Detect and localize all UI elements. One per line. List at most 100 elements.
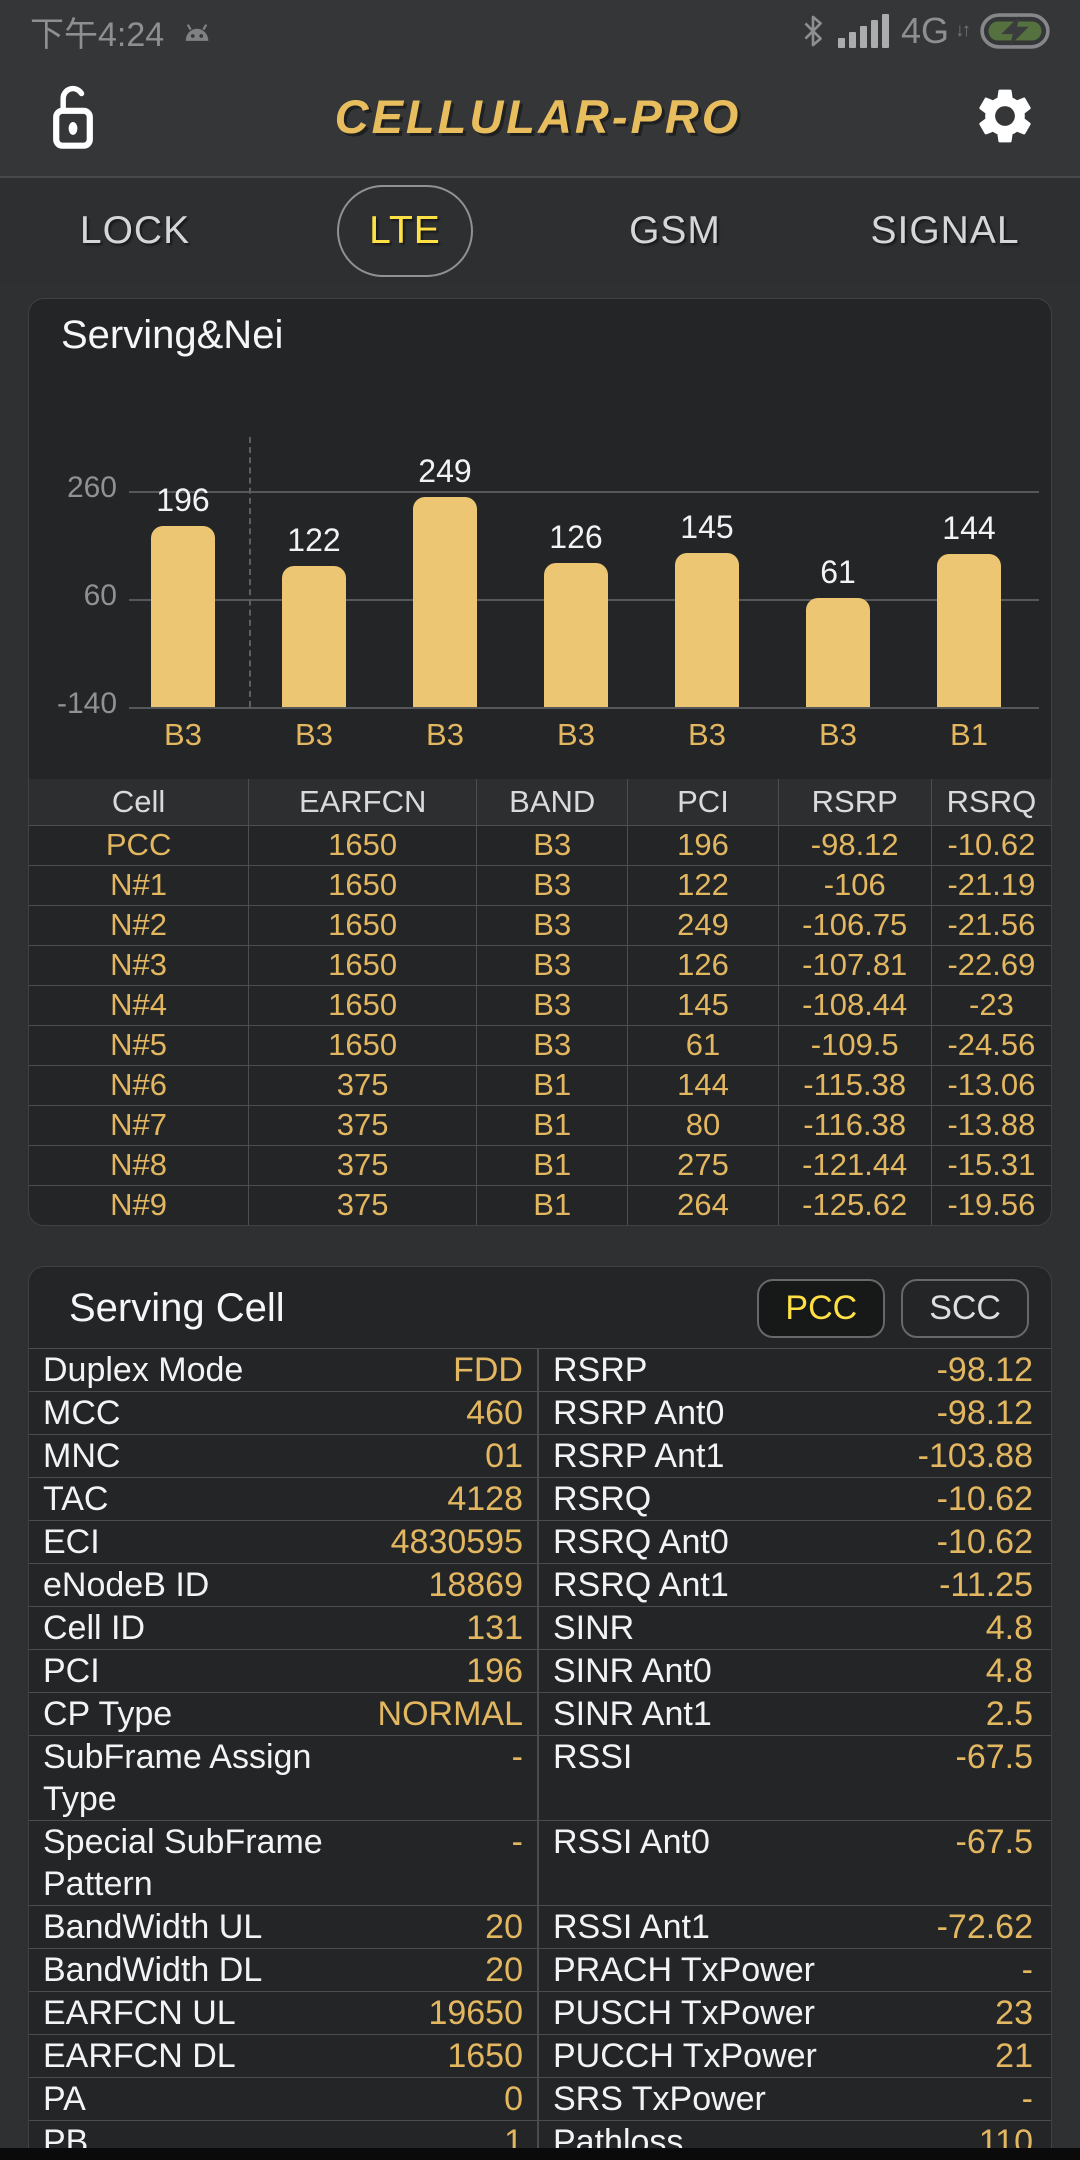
app-logo: Cellular-Pro xyxy=(334,89,742,143)
chart-title: Serving&Nei xyxy=(61,313,284,357)
nei-cell: N#2 xyxy=(29,904,250,946)
serving-param-label: EARFCN DL xyxy=(43,2037,236,2075)
nei-cell: -121.44 xyxy=(777,1144,932,1186)
serving-param-label: SRS TxPower xyxy=(553,2080,766,2118)
serving-param-label: MCC xyxy=(43,1394,121,1432)
serving-param-value: -11.25 xyxy=(939,1566,1033,1604)
nei-cell: -108.44 xyxy=(777,984,932,1026)
serving-row: eNodeB ID 18869 RSRQ Ant1 -11.25 xyxy=(29,1564,1051,1607)
nei-cell: 1650 xyxy=(248,824,478,866)
nei-cell: N#7 xyxy=(29,1104,250,1146)
nei-cell: 375 xyxy=(248,1104,478,1146)
nei-cell: 375 xyxy=(248,1144,478,1186)
nei-cell: B3 xyxy=(476,944,629,986)
serving-param-label: RSRQ Ant0 xyxy=(553,1523,729,1561)
serving-row: TAC 4128 RSRQ -10.62 xyxy=(29,1478,1051,1521)
nei-cell: -13.06 xyxy=(930,1064,1051,1106)
nei-cell: 126 xyxy=(627,944,779,986)
nei-cell: 1650 xyxy=(248,984,478,1026)
serving-row-left: SubFrame Assign Type - xyxy=(29,1736,537,1820)
y-axis-tick-label: -140 xyxy=(56,687,117,720)
nei-cell: 1650 xyxy=(248,944,478,986)
serving-param-label: Cell ID xyxy=(43,1609,146,1647)
unlock-icon[interactable] xyxy=(42,76,104,156)
nei-column-header: BAND xyxy=(476,779,629,826)
serving-row-right: RSRQ Ant0 -10.62 xyxy=(537,1521,1051,1563)
serving-param-value: 18869 xyxy=(428,1566,523,1604)
bar-band-label: B3 xyxy=(819,717,857,752)
serving-param-value: -98.12 xyxy=(936,1351,1033,1389)
serving-param-value: -67.5 xyxy=(955,1738,1034,1776)
nei-cell: 1650 xyxy=(248,1024,478,1066)
serving-param-label: BandWidth DL xyxy=(43,1951,263,1989)
serving-param-label: RSRQ xyxy=(553,1480,652,1518)
nei-row: N#9 375 B1 264 -125.62 -19.56 xyxy=(29,1184,1051,1225)
nei-column-header: RSRQ xyxy=(930,779,1051,826)
signal-strength-icon xyxy=(837,14,889,48)
pcc-button[interactable]: PCC xyxy=(757,1279,886,1338)
serving-row-right: RSRP Ant1 -103.88 xyxy=(537,1435,1051,1477)
nei-cell: N#5 xyxy=(29,1024,250,1066)
serving-param-value: -72.62 xyxy=(936,1908,1033,1946)
serving-param-value: 2.5 xyxy=(985,1695,1033,1733)
serving-row-right: RSSI Ant0 -67.5 xyxy=(537,1821,1051,1905)
pci-bar xyxy=(675,553,739,707)
serving-param-value: 4.8 xyxy=(985,1652,1033,1690)
serving-row-left: ECI 4830595 xyxy=(29,1521,537,1563)
nei-cell: 145 xyxy=(627,984,779,1026)
serving-row-left: Duplex Mode FDD xyxy=(29,1349,537,1391)
nei-header-row: Cell EARFCN BAND PCI RSRP RSRQ xyxy=(29,779,1051,826)
bar-value-label: 122 xyxy=(287,521,341,558)
serving-row-right: PRACH TxPower - xyxy=(537,1949,1051,1991)
serving-param-label: SINR Ant1 xyxy=(553,1695,712,1733)
serving-cell-card: Serving Cell PCC SCC Duplex Mode FDD RSRP -9… xyxy=(28,1266,1052,2160)
serving-row: EARFCN DL 1650 PUCCH TxPower 21 xyxy=(29,2035,1051,2078)
tab-signal[interactable]: SIGNAL xyxy=(870,209,1020,252)
y-axis-tick-label: 260 xyxy=(66,471,117,504)
scc-button[interactable]: SCC xyxy=(901,1279,1029,1338)
serving-row: PA 0 SRS TxPower - xyxy=(29,2078,1051,2121)
serving-param-label: PA xyxy=(43,2080,86,2118)
serving-param-label: Duplex Mode xyxy=(43,1351,244,1389)
nei-cell: 61 xyxy=(627,1024,779,1066)
tab-gsm[interactable]: GSM xyxy=(629,209,721,252)
tab-lock[interactable]: LOCK xyxy=(79,209,191,252)
nei-cell: 1650 xyxy=(248,864,478,906)
nei-cell: 375 xyxy=(248,1064,478,1106)
nei-cell: 1650 xyxy=(248,904,478,946)
nei-cell: B1 xyxy=(476,1104,629,1146)
serving-row-right: SINR 4.8 xyxy=(537,1607,1051,1649)
serving-param-value: - xyxy=(511,1823,523,1861)
serving-row-left: Cell ID 131 xyxy=(29,1607,537,1649)
serving-param-value: 4128 xyxy=(447,1480,523,1518)
serving-param-value: 01 xyxy=(485,1437,523,1475)
tab-lte[interactable]: LTE xyxy=(337,185,473,277)
serving-param-value: -103.88 xyxy=(917,1437,1033,1475)
nei-cell: B1 xyxy=(476,1064,629,1106)
serving-param-value: NORMAL xyxy=(377,1695,523,1733)
nei-cell: N#1 xyxy=(29,864,250,906)
nei-column-header: EARFCN xyxy=(248,779,478,826)
serving-row: ECI 4830595 RSRQ Ant0 -10.62 xyxy=(29,1521,1051,1564)
nei-cell: -15.31 xyxy=(930,1144,1051,1186)
serving-param-value: 196 xyxy=(466,1652,523,1690)
serving-row-left: Special SubFrame Pattern - xyxy=(29,1821,537,1905)
nei-cell: B1 xyxy=(476,1144,629,1186)
gear-icon[interactable] xyxy=(972,83,1038,149)
serving-param-label: ECI xyxy=(43,1523,100,1561)
bar-value-label: 145 xyxy=(680,509,734,546)
serving-row: EARFCN UL 19650 PUSCH TxPower 23 xyxy=(29,1992,1051,2035)
pci-bar xyxy=(937,553,1001,707)
serving-row: SubFrame Assign Type - RSSI -67.5 xyxy=(29,1736,1051,1821)
data-activity-arrows: ↓↑ xyxy=(955,20,971,41)
pci-bar xyxy=(151,525,215,707)
nei-cell: N#9 xyxy=(29,1184,250,1225)
bar-band-label: B3 xyxy=(164,717,202,752)
nei-cell: -23 xyxy=(930,984,1051,1026)
nei-cell: 144 xyxy=(627,1064,779,1106)
chart-gridline xyxy=(129,707,1039,709)
serving-row: Cell ID 131 SINR 4.8 xyxy=(29,1607,1051,1650)
serving-row-left: MNC 01 xyxy=(29,1435,537,1477)
nei-cell: B3 xyxy=(476,864,629,906)
serving-param-value: 19650 xyxy=(428,1994,523,2032)
